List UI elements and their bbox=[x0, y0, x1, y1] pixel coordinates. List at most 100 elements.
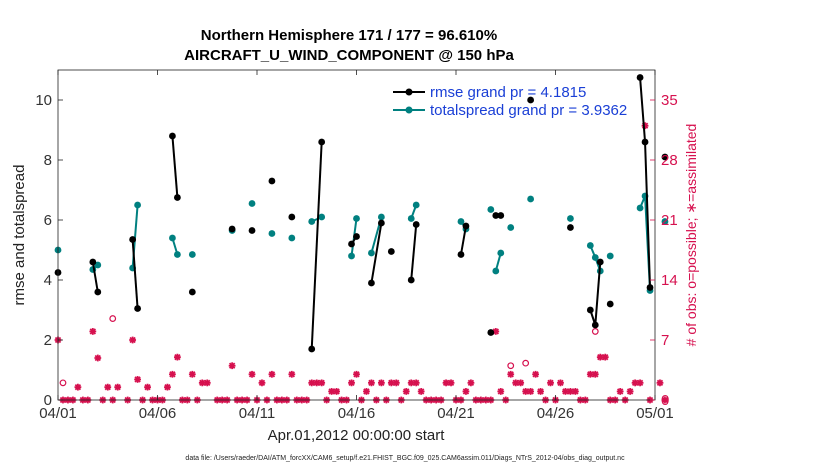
obs-assimilated-marker bbox=[268, 370, 276, 378]
rmse-point bbox=[228, 225, 236, 233]
rmse-point bbox=[368, 279, 375, 287]
x-tick-label: 04/06 bbox=[139, 405, 177, 422]
rmse-point bbox=[492, 212, 500, 219]
legend: rmse grand pr = 4.1815 totalspread grand… bbox=[393, 84, 627, 119]
rmse-point bbox=[353, 233, 360, 240]
rmse-line bbox=[131, 239, 139, 309]
obs-assimilated-marker bbox=[188, 370, 196, 378]
obs-assimilated-marker bbox=[368, 379, 375, 387]
totalspread-point bbox=[412, 201, 420, 209]
obs-assimilated-marker bbox=[601, 353, 609, 361]
rmse-point bbox=[606, 300, 614, 308]
rmse-point bbox=[318, 138, 326, 146]
totalspread-point bbox=[487, 206, 495, 213]
obs-assimilated-marker bbox=[228, 362, 236, 370]
x-tick-label: 04/16 bbox=[338, 405, 376, 422]
obs-assimilated-marker bbox=[497, 388, 505, 395]
y-left-tick-label: 6 bbox=[44, 212, 52, 229]
rmse-point bbox=[646, 284, 654, 291]
rmse-point bbox=[268, 177, 276, 185]
obs-assimilated-marker bbox=[387, 379, 395, 387]
totalspread-point bbox=[368, 249, 375, 257]
obs-assimilated-marker bbox=[248, 370, 256, 378]
rmse-point bbox=[412, 221, 420, 228]
obs-assimilated-marker bbox=[591, 370, 599, 378]
totalspread-point bbox=[591, 254, 599, 261]
obs-assimilated-marker bbox=[512, 379, 520, 387]
obs-assimilated-marker bbox=[74, 383, 82, 391]
y-axis-label-left: rmse and totalspread bbox=[11, 165, 28, 306]
rmse-point bbox=[567, 224, 574, 231]
y-right-tick-label: 21 bbox=[661, 212, 678, 229]
totalspread-point bbox=[169, 234, 176, 242]
rmse-point bbox=[89, 258, 97, 266]
totalspread-point bbox=[353, 215, 360, 222]
rmse-point bbox=[596, 258, 604, 266]
obs-assimilated-marker bbox=[203, 379, 211, 387]
totalspread-point bbox=[507, 224, 515, 231]
x-tick-label: 04/01 bbox=[39, 405, 77, 422]
obs-possible-marker bbox=[522, 359, 530, 367]
rmse-point bbox=[641, 138, 649, 146]
totalspread-point bbox=[606, 252, 614, 260]
x-tick-label: 04/26 bbox=[537, 405, 575, 422]
obs-possible-marker bbox=[59, 379, 67, 387]
obs-assimilated-marker bbox=[417, 388, 425, 395]
obs-assimilated-marker bbox=[169, 370, 176, 378]
obs-assimilated-marker bbox=[462, 388, 470, 395]
totalspread-point bbox=[377, 213, 385, 221]
y-right-tick-label: 7 bbox=[661, 332, 669, 349]
obs-assimilated-marker bbox=[363, 388, 370, 395]
totalspread-point bbox=[586, 242, 594, 249]
obs-assimilated-marker bbox=[547, 379, 554, 387]
rmse-point bbox=[497, 212, 505, 219]
obs-assimilated-marker bbox=[586, 370, 594, 378]
legend-rmse-marker bbox=[405, 88, 413, 96]
obs-assimilated-marker bbox=[537, 388, 544, 395]
rmse-point bbox=[457, 251, 465, 258]
obs-assimilated-marker bbox=[333, 388, 340, 395]
rmse-line bbox=[410, 224, 418, 281]
obs-assimilated-marker bbox=[258, 379, 266, 387]
totalspread-point bbox=[567, 215, 574, 222]
rmse-point bbox=[527, 96, 535, 104]
totalspread-point bbox=[407, 215, 415, 222]
rmse-point bbox=[288, 213, 296, 221]
obs-assimilated-marker bbox=[447, 379, 455, 387]
obs-assimilated-marker bbox=[129, 336, 137, 344]
obs-assimilated-marker bbox=[527, 388, 535, 395]
rmse-point bbox=[174, 194, 181, 201]
obs-assimilated-marker bbox=[402, 388, 410, 395]
totalspread-point bbox=[348, 252, 355, 260]
rmse-point bbox=[94, 288, 102, 296]
obs-assimilated-marker bbox=[174, 353, 181, 361]
obs-assimilated-marker bbox=[557, 379, 564, 387]
obs-assimilated-marker bbox=[616, 388, 624, 395]
footer-data-file: data file: /Users/raeder/DAI/ATM_forcXX/… bbox=[185, 455, 625, 462]
obs-possible-marker bbox=[109, 315, 117, 322]
obs-assimilated-marker bbox=[517, 379, 525, 387]
totalspread-point bbox=[248, 200, 256, 207]
obs-assimilated-marker bbox=[353, 370, 360, 378]
obs-assimilated-marker bbox=[572, 388, 579, 395]
obs-assimilated-marker bbox=[104, 383, 112, 391]
obs-assimilated-marker bbox=[164, 383, 171, 391]
totalspread-point bbox=[288, 234, 296, 242]
rmse-point bbox=[487, 329, 495, 336]
totalspread-point bbox=[457, 218, 465, 225]
obs-assimilated-marker bbox=[661, 396, 669, 404]
obs-assimilated-marker bbox=[412, 379, 420, 387]
rmse-point bbox=[188, 288, 196, 296]
y-left-tick-label: 10 bbox=[35, 92, 52, 109]
obs-assimilated-marker bbox=[318, 379, 326, 387]
totalspread-point bbox=[94, 261, 102, 269]
obs-assimilated-marker bbox=[656, 379, 664, 387]
obs-assimilated-marker bbox=[94, 354, 102, 362]
legend-spread-label: totalspread grand pr = 3.9362 bbox=[430, 102, 627, 119]
totalspread-point bbox=[318, 213, 326, 221]
x-tick-label: 04/21 bbox=[437, 405, 475, 422]
rmse-point bbox=[661, 153, 669, 161]
rmse-point bbox=[129, 236, 137, 243]
marks-layer bbox=[54, 74, 669, 404]
rmse-point bbox=[348, 240, 355, 248]
